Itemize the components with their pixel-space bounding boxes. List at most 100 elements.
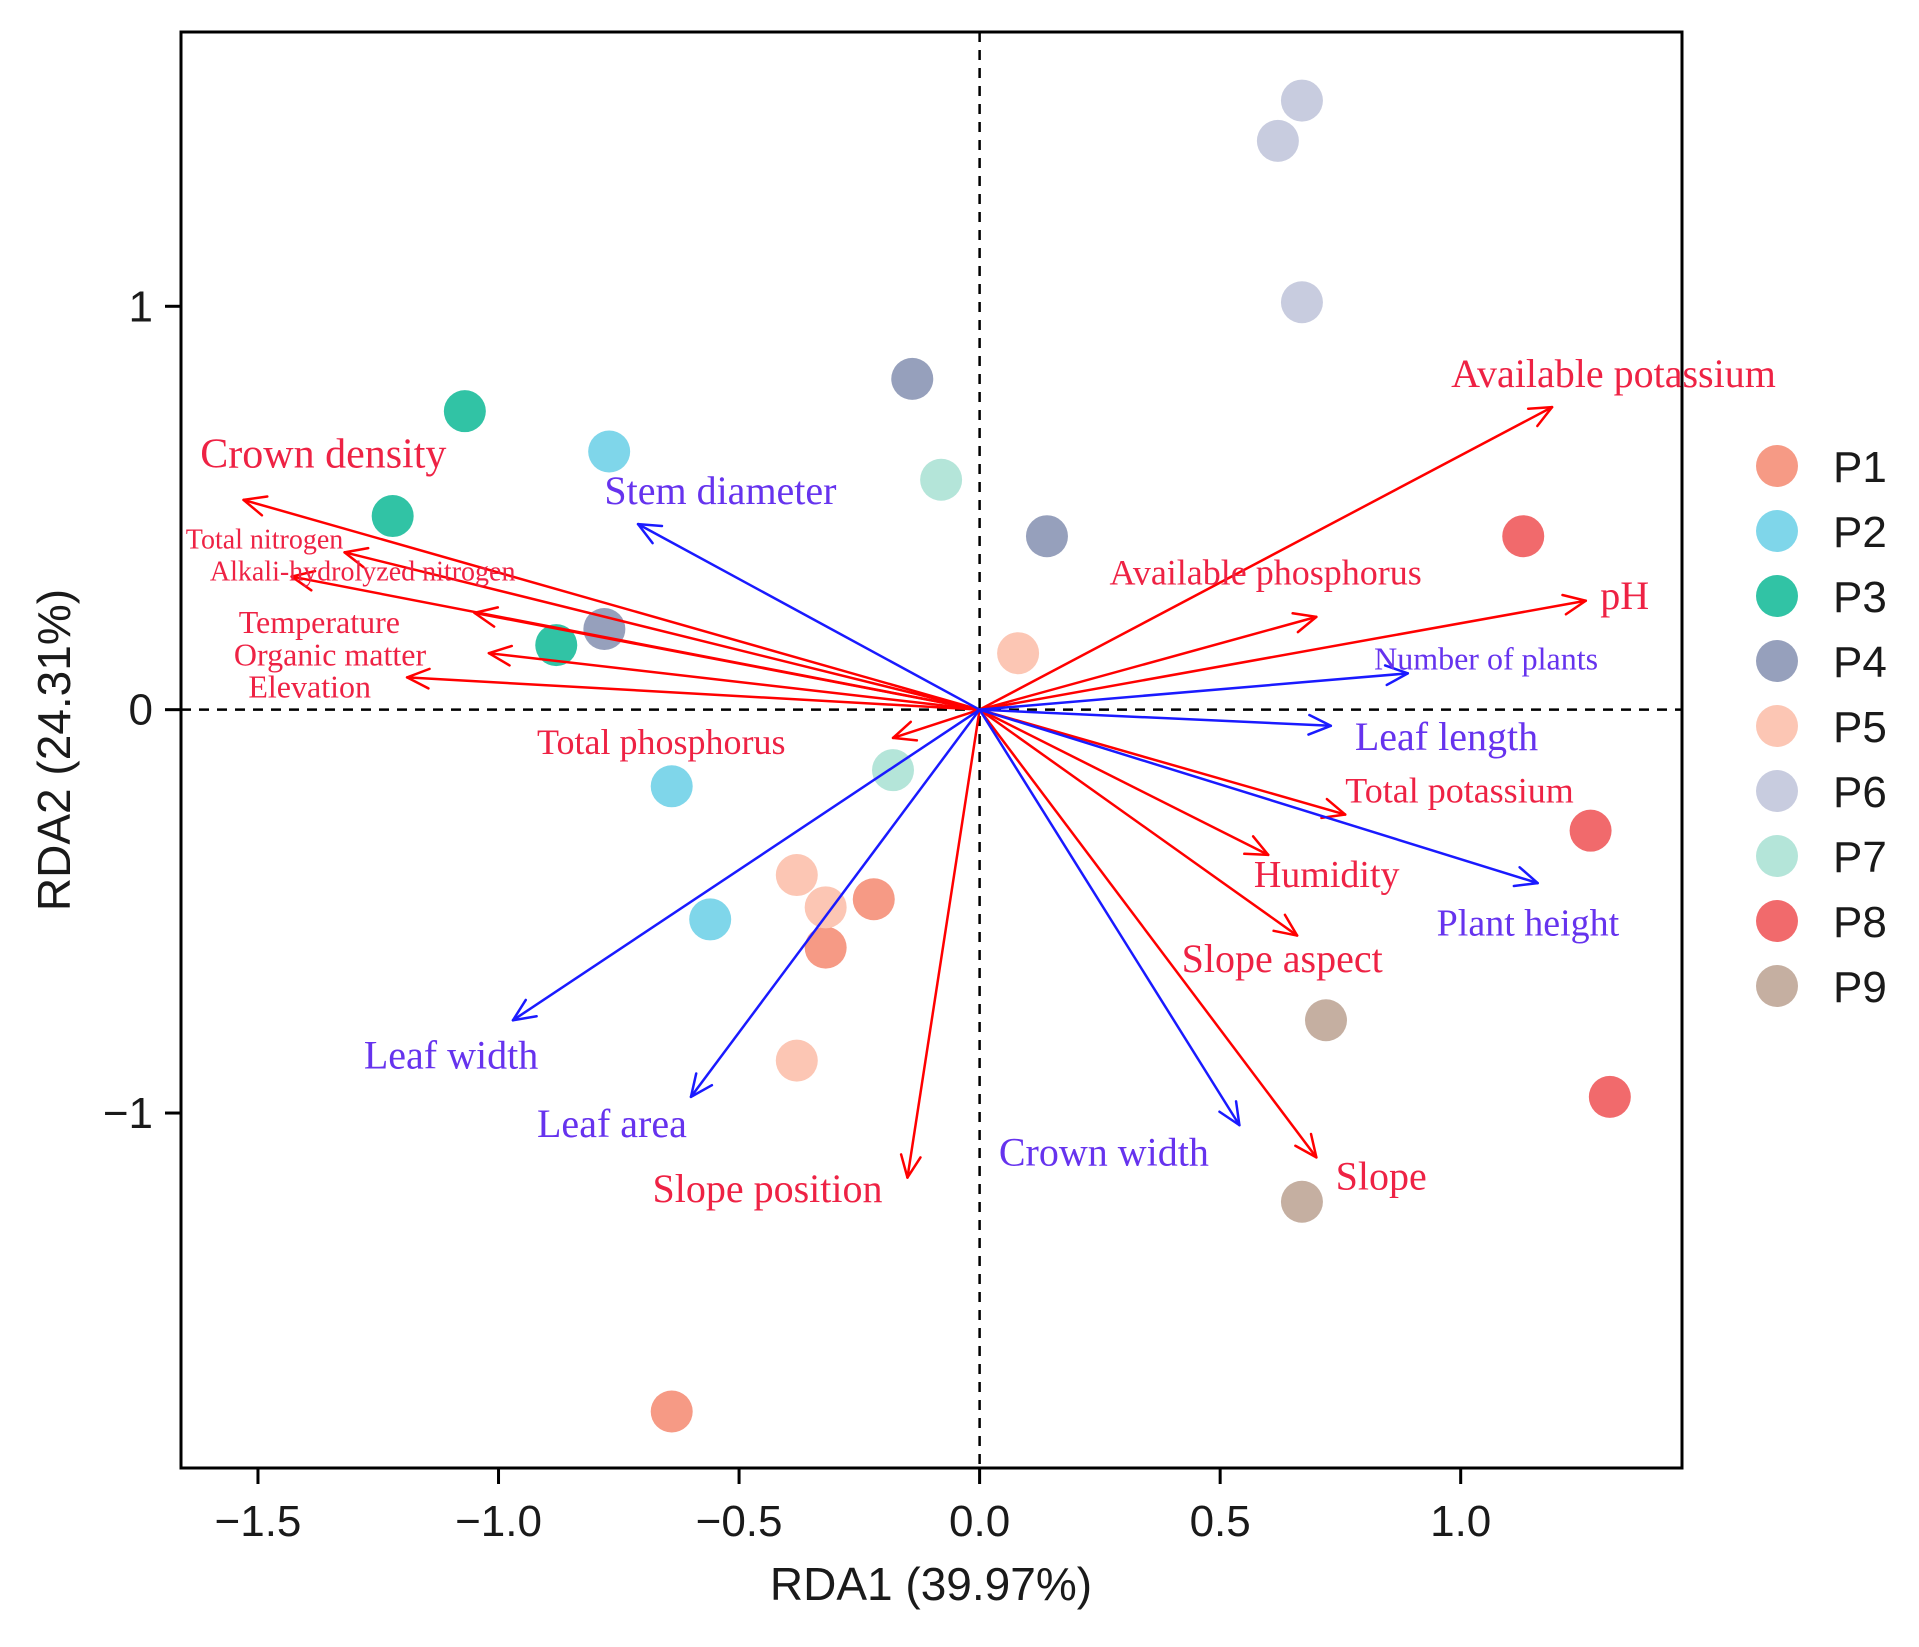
point-p3-7 xyxy=(443,390,486,433)
x-axis-ticks: −1.5 −1.0 −0.5 0.0 0.5 1.0 xyxy=(215,1468,1491,1546)
x-axis-title: RDA1 (39.97%) xyxy=(770,1558,1092,1610)
arrow-ph xyxy=(979,593,1588,711)
arrow-label-humidity: Humidity xyxy=(1254,854,1400,896)
x-tick-label: 1.0 xyxy=(1430,1497,1491,1546)
legend-marker-p7 xyxy=(1756,835,1798,877)
arrow-total-nitrogen xyxy=(343,546,980,711)
arrows-layer xyxy=(242,405,1588,1179)
arrow-label-leaf-length: Leaf length xyxy=(1355,714,1538,759)
point-p5-13 xyxy=(997,632,1040,675)
arrow-crown-width xyxy=(978,709,1241,1127)
point-p4-10 xyxy=(891,357,934,400)
point-p6-18 xyxy=(1256,119,1299,162)
arrow-label-available-potassium: Available potassium xyxy=(1451,351,1776,396)
arrow-label-crown-width: Crown width xyxy=(999,1129,1209,1174)
arrow-alkali-hydrolyzed-nitrogen xyxy=(290,569,980,711)
arrow-label-crown-density: Crown density xyxy=(200,432,446,478)
point-p8-23 xyxy=(1569,809,1612,852)
arrow-number-of-plants xyxy=(979,664,1410,711)
arrow-label-total-phosphorus: Total phosphorus xyxy=(537,722,785,762)
arrow-label-slope-position: Slope position xyxy=(652,1166,882,1211)
legend-marker-p9 xyxy=(1756,965,1798,1007)
legend-marker-p4 xyxy=(1756,640,1798,682)
arrow-label-total-potassium: Total potassium xyxy=(1345,770,1573,810)
point-p1-3 xyxy=(804,926,847,969)
x-tick-label: −0.5 xyxy=(696,1497,783,1546)
arrow-label-slope: Slope xyxy=(1336,1154,1427,1199)
point-p5-15 xyxy=(804,886,847,929)
legend-label-p6: P6 xyxy=(1833,768,1887,817)
point-p1-2 xyxy=(852,878,895,921)
points-layer xyxy=(371,79,1631,1433)
arrow-label-total-nitrogen: Total nitrogen xyxy=(186,524,343,555)
legend-label-p9: P9 xyxy=(1833,963,1887,1012)
legend-label-p3: P3 xyxy=(1833,573,1887,622)
arrow-label-leaf-width: Leaf width xyxy=(364,1033,538,1078)
x-tick-label: −1.5 xyxy=(215,1497,302,1546)
arrow-plant-height xyxy=(979,708,1539,888)
x-tick-label: 0.0 xyxy=(949,1497,1010,1546)
y-tick-label: 1 xyxy=(129,282,153,331)
legend-marker-p1 xyxy=(1756,445,1798,487)
legend-label-p2: P2 xyxy=(1833,508,1887,557)
arrow-stem-diameter xyxy=(636,522,981,711)
arrow-label-stem-diameter: Stem diameter xyxy=(604,468,836,513)
plot-frame xyxy=(179,30,1684,1470)
arrow-leaf-width xyxy=(511,708,981,1022)
point-p9-25 xyxy=(1304,999,1347,1042)
legend-marker-p2 xyxy=(1756,510,1798,552)
arrow-available-phosphorus xyxy=(979,612,1318,711)
arrow-elevation xyxy=(405,667,980,711)
y-axis-ticks: −1 0 1 xyxy=(103,282,181,1138)
point-p9-26 xyxy=(1280,1180,1323,1223)
point-p5-16 xyxy=(775,1039,818,1082)
point-p5-14 xyxy=(775,854,818,897)
legend-marker-p8 xyxy=(1756,900,1798,942)
point-p7-20 xyxy=(920,458,963,501)
legend-label-p8: P8 xyxy=(1833,898,1887,947)
point-p4-11 xyxy=(1025,515,1068,558)
arrow-label-organic-matter: Organic matter xyxy=(234,636,427,672)
y-tick-label: 0 xyxy=(129,686,153,735)
legend-label-p7: P7 xyxy=(1833,833,1887,882)
legend-marker-p6 xyxy=(1756,770,1798,812)
point-p8-22 xyxy=(1502,515,1545,558)
zero-lines xyxy=(181,32,1682,1468)
arrow-leaf-length xyxy=(979,708,1333,736)
arrow-label-temperature: Temperature xyxy=(239,604,400,640)
arrow-slope-position xyxy=(899,709,981,1179)
point-p2-6 xyxy=(689,898,732,941)
point-p3-9 xyxy=(535,624,578,667)
point-p6-17 xyxy=(1280,79,1323,122)
arrow-humidity xyxy=(979,708,1270,857)
arrow-slope-aspect xyxy=(978,708,1299,937)
legend: P1 P2 P3 P4 P5 P6 P7 P8 P9 xyxy=(1756,443,1887,1012)
arrow-label-leaf-area: Leaf area xyxy=(537,1101,687,1146)
arrow-label-elevation: Elevation xyxy=(248,669,371,705)
y-tick-label: −1 xyxy=(103,1089,153,1138)
arrow-label-number-of-plants: Number of plants xyxy=(1374,640,1598,676)
arrow-label-alkali-hydrolyzed-nitrogen: Alkali-hydrolyzed nitrogen xyxy=(210,557,516,588)
legend-label-p4: P4 xyxy=(1833,638,1887,687)
point-p3-8 xyxy=(371,495,414,538)
legend-label-p1: P1 xyxy=(1833,443,1887,492)
arrow-label-plant-height: Plant height xyxy=(1437,903,1620,945)
x-tick-label: −1.0 xyxy=(455,1497,542,1546)
arrow-crown-density xyxy=(242,495,980,711)
point-p1-1 xyxy=(650,1390,693,1433)
point-p2-5 xyxy=(650,765,693,808)
arrow-organic-matter xyxy=(487,644,980,711)
arrow-label-ph: pH xyxy=(1600,573,1649,618)
legend-marker-p3 xyxy=(1756,575,1798,617)
arrow-label-available-phosphorus: Available phosphorus xyxy=(1110,553,1422,593)
legend-marker-p5 xyxy=(1756,705,1798,747)
arrow-leaf-area xyxy=(689,708,981,1099)
arrow-label-slope-aspect: Slope aspect xyxy=(1182,936,1383,981)
x-tick-label: 0.5 xyxy=(1190,1497,1251,1546)
arrow-total-phosphorus xyxy=(891,708,980,742)
y-axis-title: RDA2 (24.31%) xyxy=(28,589,80,911)
arrow-slope xyxy=(978,708,1318,1159)
point-p2-4 xyxy=(588,430,631,473)
